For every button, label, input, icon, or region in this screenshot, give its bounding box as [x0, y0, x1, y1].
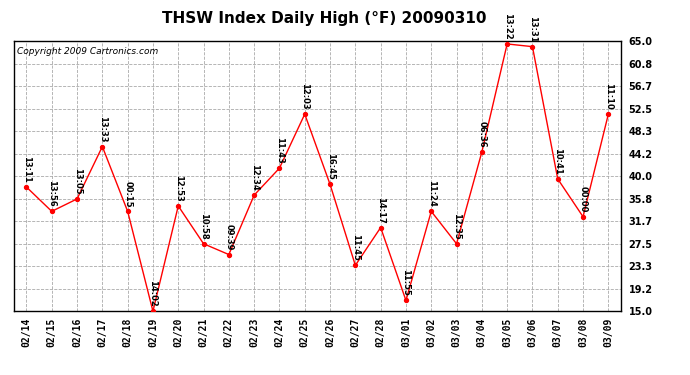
Point — [527, 44, 538, 50]
Text: 12:53: 12:53 — [174, 175, 183, 202]
Point — [122, 209, 133, 214]
Text: THSW Index Daily High (°F) 20090310: THSW Index Daily High (°F) 20090310 — [162, 11, 486, 26]
Point — [198, 241, 209, 247]
Text: 11:43: 11:43 — [275, 137, 284, 164]
Point — [502, 41, 513, 47]
Point — [72, 196, 83, 202]
Text: 13:31: 13:31 — [528, 16, 537, 42]
Point — [603, 111, 614, 117]
Point — [578, 214, 589, 220]
Text: 10:41: 10:41 — [553, 148, 562, 175]
Text: 10:58: 10:58 — [199, 213, 208, 240]
Text: 12:35: 12:35 — [452, 213, 461, 240]
Point — [426, 209, 437, 214]
Text: 00:15: 00:15 — [123, 180, 132, 207]
Point — [451, 241, 462, 247]
Text: 11:55: 11:55 — [402, 269, 411, 296]
Text: 13:11: 13:11 — [22, 156, 31, 183]
Text: 11:45: 11:45 — [351, 234, 360, 261]
Point — [324, 182, 335, 188]
Text: 14:17: 14:17 — [376, 196, 385, 223]
Point — [274, 165, 285, 171]
Point — [552, 176, 563, 182]
Text: 11:10: 11:10 — [604, 83, 613, 110]
Point — [375, 225, 386, 231]
Text: 09:39: 09:39 — [224, 224, 233, 251]
Point — [172, 203, 184, 209]
Text: 16:45: 16:45 — [326, 153, 335, 180]
Text: 00:00: 00:00 — [578, 186, 588, 213]
Point — [21, 184, 32, 190]
Text: 06:36: 06:36 — [477, 121, 486, 148]
Point — [97, 144, 108, 150]
Point — [476, 149, 487, 155]
Text: 13:33: 13:33 — [98, 116, 107, 142]
Point — [248, 192, 259, 198]
Text: 14:02: 14:02 — [148, 280, 157, 307]
Text: 13:56: 13:56 — [47, 180, 57, 207]
Text: 11:24: 11:24 — [426, 180, 436, 207]
Point — [350, 262, 361, 268]
Text: 13:05: 13:05 — [72, 168, 81, 195]
Text: 12:34: 12:34 — [250, 164, 259, 191]
Point — [224, 252, 235, 258]
Point — [299, 111, 310, 117]
Text: 13:22: 13:22 — [502, 13, 512, 40]
Point — [46, 209, 57, 214]
Point — [400, 297, 411, 303]
Text: 12:03: 12:03 — [300, 83, 309, 110]
Point — [148, 308, 159, 314]
Text: Copyright 2009 Cartronics.com: Copyright 2009 Cartronics.com — [17, 46, 158, 56]
